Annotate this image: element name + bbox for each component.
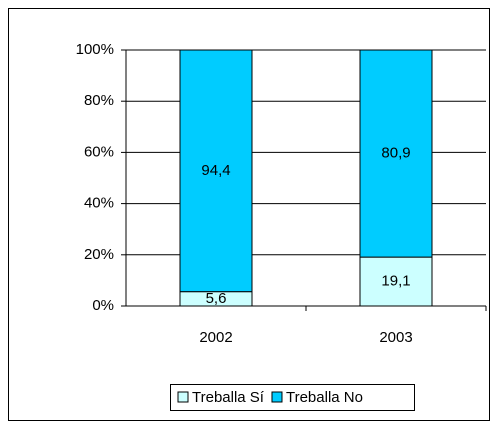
data-label: 94,4	[201, 162, 230, 179]
y-tick-label: 100%	[76, 41, 114, 58]
y-tick-label: 60%	[84, 143, 114, 160]
data-label: 80,9	[381, 145, 410, 162]
bar-segment	[359, 256, 433, 307]
legend-box	[170, 384, 415, 411]
x-tick-label: 2002	[199, 329, 232, 346]
y-tick-label: 80%	[84, 92, 114, 109]
legend-swatch	[271, 391, 283, 403]
legend-label: Treballa No	[286, 389, 363, 406]
x-tick-label: 2003	[379, 329, 412, 346]
y-tick-label: 40%	[84, 195, 114, 212]
legend-swatch	[177, 391, 189, 403]
bar-segment	[359, 49, 433, 258]
y-tick-label: 20%	[84, 246, 114, 263]
legend-label: Treballa Sí	[192, 389, 265, 406]
bar-segment	[179, 49, 253, 293]
data-label: 5,6	[206, 290, 227, 307]
data-label: 19,1	[381, 273, 410, 290]
y-tick-label: 0%	[92, 297, 114, 314]
